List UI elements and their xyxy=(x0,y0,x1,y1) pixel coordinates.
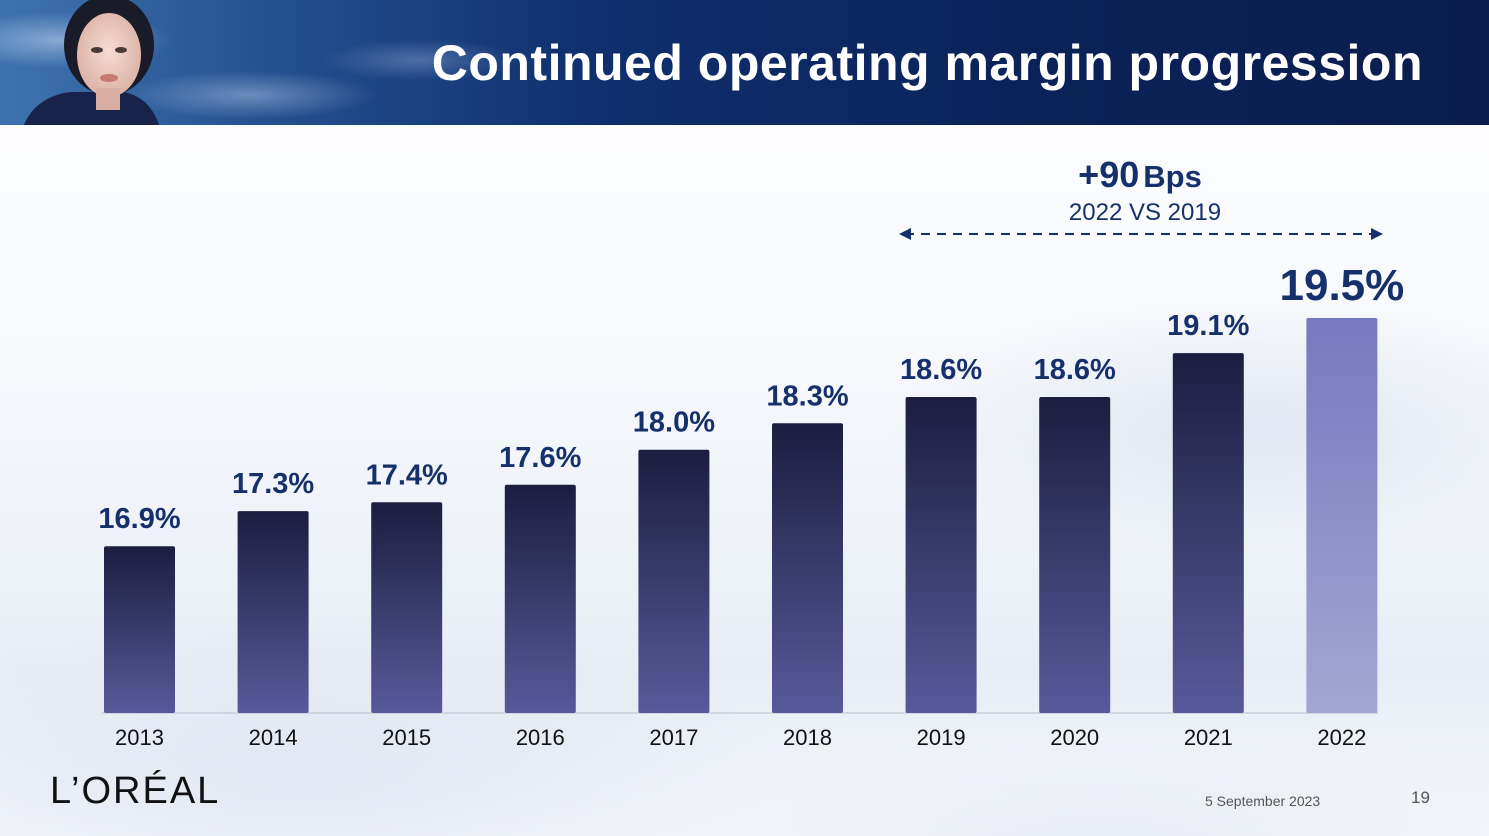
x-tick-2020: 2020 xyxy=(1050,725,1099,750)
annotation-comparison: 2022 VS 2019 xyxy=(1068,199,1222,226)
data-label-2018: 18.3% xyxy=(766,380,848,412)
x-tick-2017: 2017 xyxy=(649,725,698,750)
annotation-bps: +90 Bps xyxy=(1005,154,1275,196)
x-tick-2022: 2022 xyxy=(1317,725,1366,750)
x-tick-2021: 2021 xyxy=(1184,725,1233,750)
loreal-logo: L’ORÉAL xyxy=(50,770,221,812)
data-labels-group: 16.9% 17.3% 17.4% 17.6% 18.0% 18.3% 18.6% 18.6%… xyxy=(98,261,1404,535)
bar-2022 xyxy=(1306,318,1378,713)
annotation-unit: Bps xyxy=(1143,159,1202,194)
data-label-2020: 18.6% xyxy=(1034,354,1116,386)
bar-2018 xyxy=(772,423,843,713)
data-label-2013: 16.9% xyxy=(98,503,180,535)
bar-2020 xyxy=(1039,397,1111,713)
model-photo xyxy=(24,0,159,125)
bar-2019 xyxy=(905,397,977,713)
margin-bar-chart: 16.9% 17.3% 17.4% 17.6% 18.0% 18.3% 18.6% 18.6%… xyxy=(98,228,1404,750)
bar-2015 xyxy=(371,502,443,713)
x-tick-2014: 2014 xyxy=(249,725,298,750)
slide-title: Continued operating margin progression xyxy=(431,35,1423,91)
x-tick-2015: 2015 xyxy=(382,725,431,750)
data-label-2021: 19.1% xyxy=(1167,310,1249,342)
data-label-2022: 19.5% xyxy=(1280,261,1405,310)
footer-date: 5 September 2023 xyxy=(1205,793,1321,809)
data-label-2019: 18.6% xyxy=(900,354,982,386)
page-number: 19 xyxy=(1411,788,1430,807)
x-tick-labels-group: 2013 2014 2015 2016 2017 2018 2019 2020 2021 2022 xyxy=(115,725,1366,750)
x-tick-2013: 2013 xyxy=(115,725,164,750)
annotation-value: +90 xyxy=(1078,154,1140,195)
bar-2021 xyxy=(1172,353,1244,713)
data-label-2015: 17.4% xyxy=(366,459,448,491)
x-tick-2018: 2018 xyxy=(783,725,832,750)
bar-2016 xyxy=(504,484,576,713)
bar-2013 xyxy=(104,546,175,713)
x-tick-2019: 2019 xyxy=(917,725,966,750)
bar-2017 xyxy=(638,449,710,713)
data-label-2017: 18.0% xyxy=(633,407,715,439)
x-tick-2016: 2016 xyxy=(516,725,565,750)
data-label-2014: 17.3% xyxy=(232,468,314,500)
header-band: Continued operating margin progression xyxy=(0,0,1489,125)
bars-group xyxy=(104,318,1378,713)
bar-2014 xyxy=(237,511,309,713)
data-label-2016: 17.6% xyxy=(499,442,581,474)
